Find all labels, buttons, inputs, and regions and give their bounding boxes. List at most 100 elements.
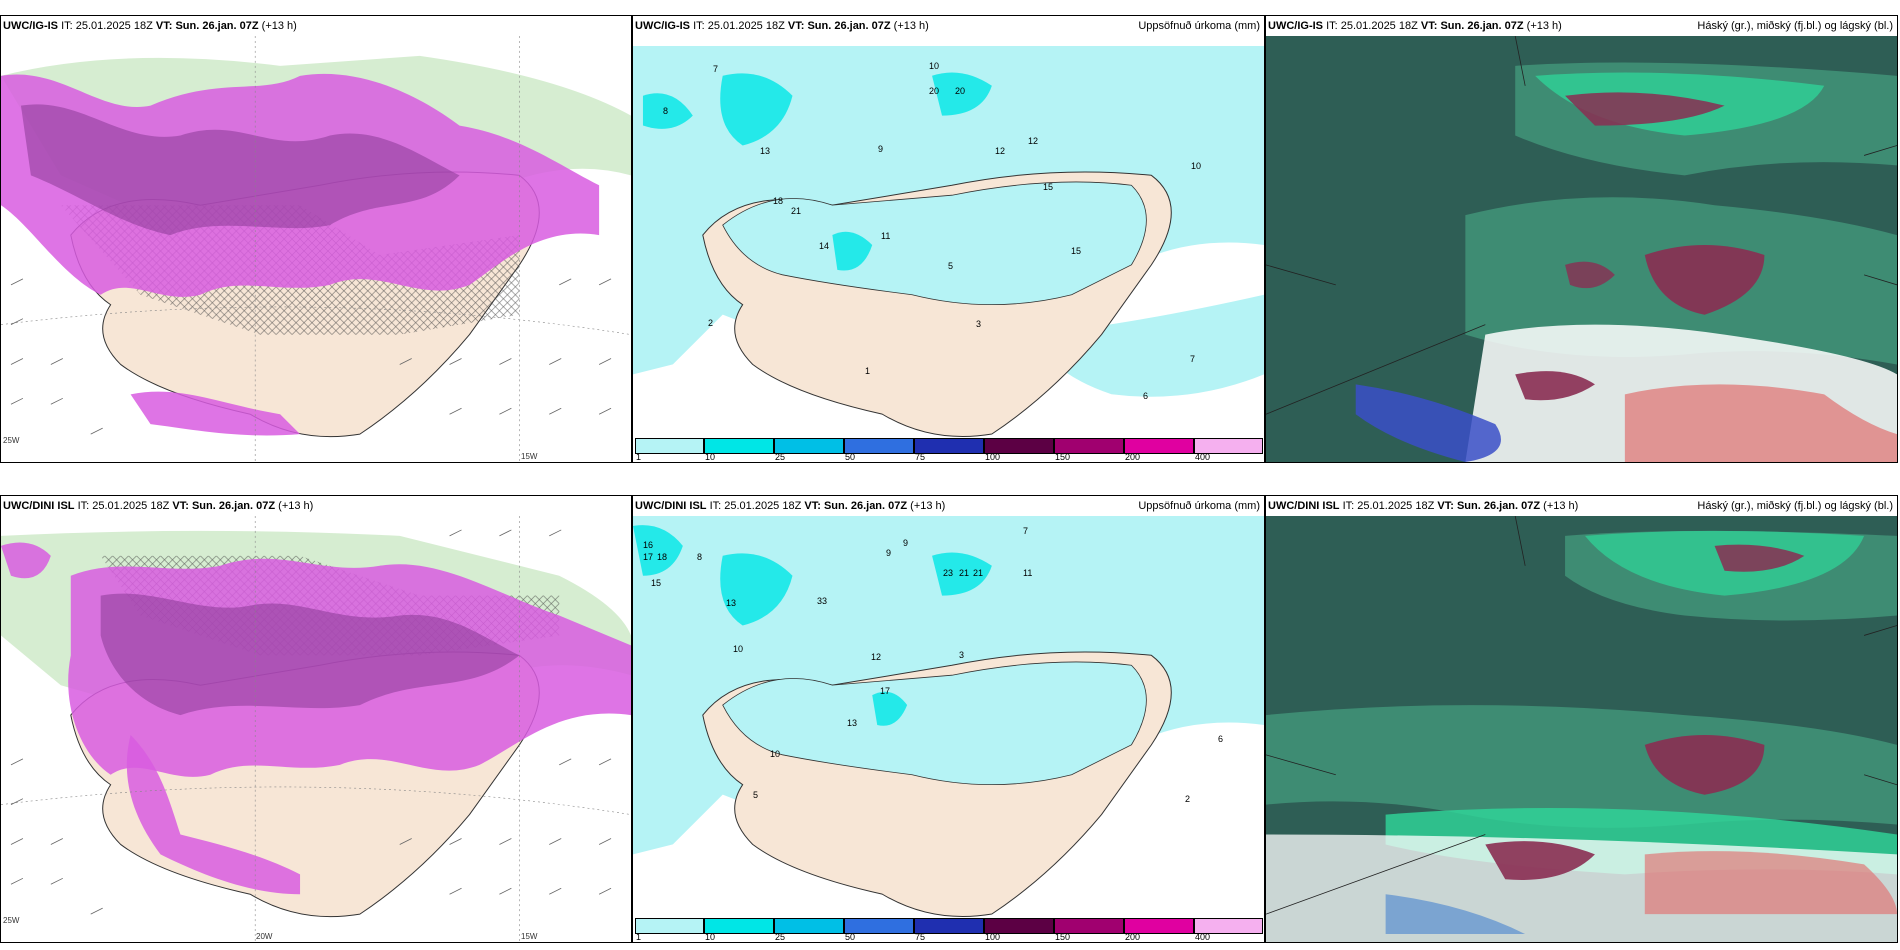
latitude-label: 25W	[3, 436, 20, 445]
cloud-map-image	[1266, 36, 1897, 462]
precip-value: 9	[886, 548, 892, 558]
colorbar-label: 75	[915, 452, 926, 462]
panel-header: UWC/DINI ISL IT: 25.01.2025 18Z VT: Sun.…	[1, 496, 631, 516]
panel-top-middle-precip-map: UWC/IG-IS IT: 25.01.2025 18Z VT: Sun. 26…	[632, 15, 1265, 463]
precip-value: 21	[959, 568, 970, 578]
precip-value: 13	[726, 598, 737, 608]
precip-value: 6	[1143, 391, 1149, 401]
precip-value: 13	[847, 718, 858, 728]
precip-value: 11	[881, 231, 891, 241]
precip-value: 5	[753, 790, 759, 800]
colorbar-label: 10	[705, 452, 716, 462]
precip-value: 16	[643, 540, 654, 550]
colorbar-label: 150	[1055, 932, 1071, 942]
precip-value: 12	[995, 146, 1006, 156]
snow-map-image	[1, 516, 631, 942]
latitude-label: 25W	[3, 916, 20, 925]
precip-value: 10	[929, 61, 940, 71]
colorbar-label: 1	[636, 452, 642, 462]
colorbar-label: 1	[636, 932, 642, 942]
precip-value: 12	[871, 652, 882, 662]
colorbar-label: 100	[985, 452, 1001, 462]
colorbar-swatch	[914, 438, 984, 454]
cloud-title: Háský (gr.), miðský (fj.bl.) og lágský (…	[1697, 20, 1893, 32]
snow-map-image	[1, 36, 631, 462]
precip-value: 18	[773, 196, 784, 206]
precip-value: 10	[770, 749, 781, 759]
precip-value: 7	[1190, 354, 1196, 364]
precip-value: 3	[976, 319, 982, 329]
precip-value: 8	[697, 552, 703, 562]
panel-bottom-left-snow-map: UWC/DINI ISL IT: 25.01.2025 18Z VT: Sun.…	[0, 495, 632, 943]
colorbar-label: 50	[845, 932, 856, 942]
precip-value: 7	[1023, 526, 1029, 536]
colorbar-label: 25	[775, 932, 786, 942]
precip-colorbar: 1 10 25 50 75 100 150 200 400	[633, 918, 1264, 942]
precip-value: 12	[1028, 136, 1039, 146]
panel-bottom-middle-precip-map: UWC/DINI ISL IT: 25.01.2025 18Z VT: Sun.…	[632, 495, 1265, 943]
precip-value: 3	[959, 650, 965, 660]
precip-value: 17	[643, 552, 654, 562]
colorbar-label: 200	[1125, 932, 1141, 942]
colorbar-swatch	[704, 438, 774, 454]
precip-value: 20	[929, 86, 940, 96]
panel-header: UWC/DINI ISL IT: 25.01.2025 18Z VT: Sun.…	[1266, 496, 1897, 516]
precip-value: 18	[657, 552, 668, 562]
colorbar-label: 50	[845, 452, 856, 462]
precip-value: 21	[791, 206, 802, 216]
precip-value: 11	[1023, 568, 1033, 578]
longitude-label: 15W	[521, 452, 538, 461]
precip-value: 9	[878, 144, 884, 154]
precip-value: 15	[1043, 182, 1054, 192]
colorbar-swatch	[914, 918, 984, 934]
colorbar-swatch	[1194, 438, 1263, 454]
panel-header: UWC/IG-IS IT: 25.01.2025 18Z VT: Sun. 26…	[1266, 16, 1897, 36]
colorbar-swatch	[984, 438, 1054, 454]
precip-value: 8	[663, 106, 669, 116]
colorbar-swatch	[1124, 438, 1194, 454]
panel-header: UWC/IG-IS IT: 25.01.2025 18Z VT: Sun. 26…	[1, 16, 631, 36]
colorbar-label: 200	[1125, 452, 1141, 462]
precip-value: 5	[948, 261, 954, 271]
panel-top-right-cloud-map: UWC/IG-IS IT: 25.01.2025 18Z VT: Sun. 26…	[1265, 15, 1898, 463]
colorbar-label: 100	[985, 932, 1001, 942]
longitude-label: 15W	[521, 932, 538, 941]
colorbar-label: 25	[775, 452, 786, 462]
precip-value: 20	[955, 86, 966, 96]
panel-header: UWC/IG-IS IT: 25.01.2025 18Z VT: Sun. 26…	[633, 16, 1264, 36]
precip-value: 14	[819, 241, 830, 251]
precip-value: 2	[1185, 794, 1191, 804]
precip-value: 17	[880, 686, 891, 696]
colorbar-swatch	[635, 918, 704, 934]
precip-value: 10	[733, 644, 744, 654]
colorbar-swatch	[844, 918, 914, 934]
colorbar-swatch	[1194, 918, 1263, 934]
colorbar-label: 400	[1195, 452, 1211, 462]
precip-value: 2	[708, 318, 714, 328]
colorbar-swatch	[984, 918, 1054, 934]
precip-value: 13	[760, 146, 771, 156]
colorbar-swatch	[1054, 438, 1124, 454]
precip-value: 21	[973, 568, 984, 578]
colorbar-label: 400	[1195, 932, 1211, 942]
colorbar-label: 150	[1055, 452, 1071, 462]
colorbar-swatch	[704, 918, 774, 934]
precip-map-image	[633, 36, 1264, 438]
longitude-label: 20W	[256, 932, 273, 941]
precip-colorbar: 1 10 25 50 75 100 150 200 400	[633, 438, 1264, 462]
panel-header: UWC/DINI ISL IT: 25.01.2025 18Z VT: Sun.…	[633, 496, 1264, 516]
colorbar-swatch	[635, 438, 704, 454]
panel-bottom-right-cloud-map: UWC/DINI ISL IT: 25.01.2025 18Z VT: Sun.…	[1265, 495, 1898, 943]
precip-value: 15	[651, 578, 662, 588]
cloud-title: Háský (gr.), miðský (fj.bl.) og lágský (…	[1697, 500, 1893, 512]
precip-value: 1	[865, 366, 871, 376]
precip-value: 9	[903, 538, 909, 548]
panel-top-left-snow-map: UWC/IG-IS IT: 25.01.2025 18Z VT: Sun. 26…	[0, 15, 632, 463]
precip-map-image	[633, 516, 1264, 918]
colorbar-swatch	[774, 438, 844, 454]
precip-title: Uppsöfnuð úrkoma (mm)	[1138, 20, 1260, 32]
precip-value: 7	[713, 64, 719, 74]
colorbar-swatch	[844, 438, 914, 454]
colorbar-swatch	[1054, 918, 1124, 934]
precip-value: 15	[1071, 246, 1082, 256]
